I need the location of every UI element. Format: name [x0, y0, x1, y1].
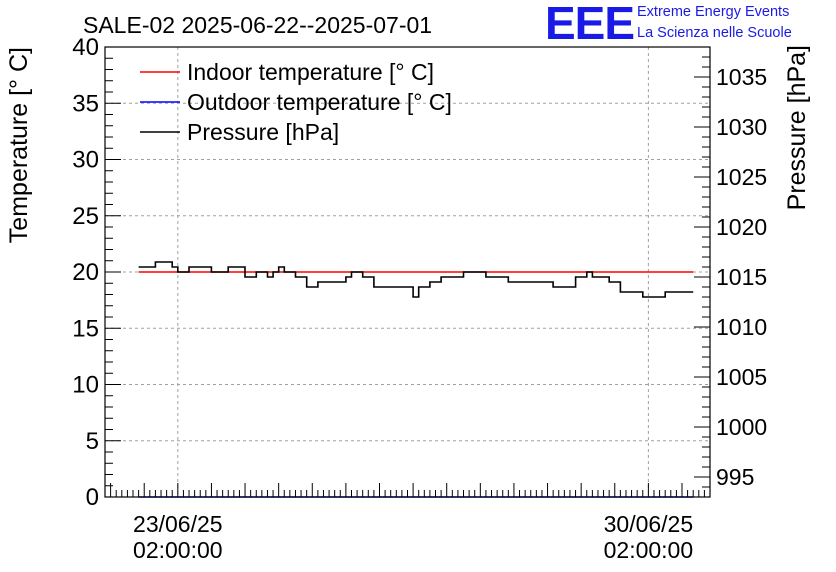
plot-area	[138, 261, 694, 498]
right-tick-label: 995	[716, 464, 754, 490]
left-tick-label: 10	[72, 372, 99, 399]
axes: 0510152025303540995100010051010101510201…	[72, 34, 767, 563]
logo-line-1: Extreme Energy Events	[637, 4, 790, 20]
left-tick-label: 5	[86, 428, 99, 455]
right-tick-label: 1035	[716, 64, 767, 90]
legend-label-2: Outdoor temperature [° C]	[187, 89, 452, 115]
right-tick-label: 1000	[716, 414, 767, 440]
logo-line-2: La Scienza nelle Scuole	[637, 25, 792, 41]
x-tick-label-date: 30/06/25	[604, 511, 694, 537]
right-tick-label: 1030	[716, 114, 767, 140]
legend-label-1: Indoor temperature [° C]	[187, 59, 434, 85]
x-tick-label-date: 23/06/25	[133, 511, 223, 537]
chart-title: SALE-02 2025-06-22--2025-07-01	[83, 12, 432, 38]
x-tick-label-time: 02:00:00	[604, 537, 694, 563]
right-tick-label: 1010	[716, 314, 767, 340]
y-axis-label-left: Temperature [° C]	[5, 47, 33, 243]
y-axis-label-right: Pressure [hPa]	[783, 45, 811, 210]
left-tick-label: 35	[72, 90, 99, 117]
eee-logo-mark: EEE	[545, 0, 635, 49]
eee-logo: EEE Extreme Energy Events La Scienza nel…	[545, 0, 830, 49]
left-tick-label: 0	[86, 484, 99, 511]
left-tick-label: 30	[72, 147, 99, 174]
right-tick-label: 1020	[716, 214, 767, 240]
x-tick-label-time: 02:00:00	[133, 537, 223, 563]
left-tick-label: 25	[72, 203, 99, 230]
right-tick-label: 1005	[716, 364, 767, 390]
left-tick-label: 15	[72, 315, 99, 342]
series-line-3	[138, 261, 694, 298]
legend-label-3: Pressure [hPa]	[187, 119, 339, 145]
legend: Indoor temperature [° C] Outdoor temperat…	[140, 59, 452, 145]
left-tick-label: 20	[72, 259, 99, 286]
right-tick-label: 1025	[716, 164, 767, 190]
left-tick-label: 40	[72, 34, 99, 61]
right-tick-label: 1015	[716, 264, 767, 290]
